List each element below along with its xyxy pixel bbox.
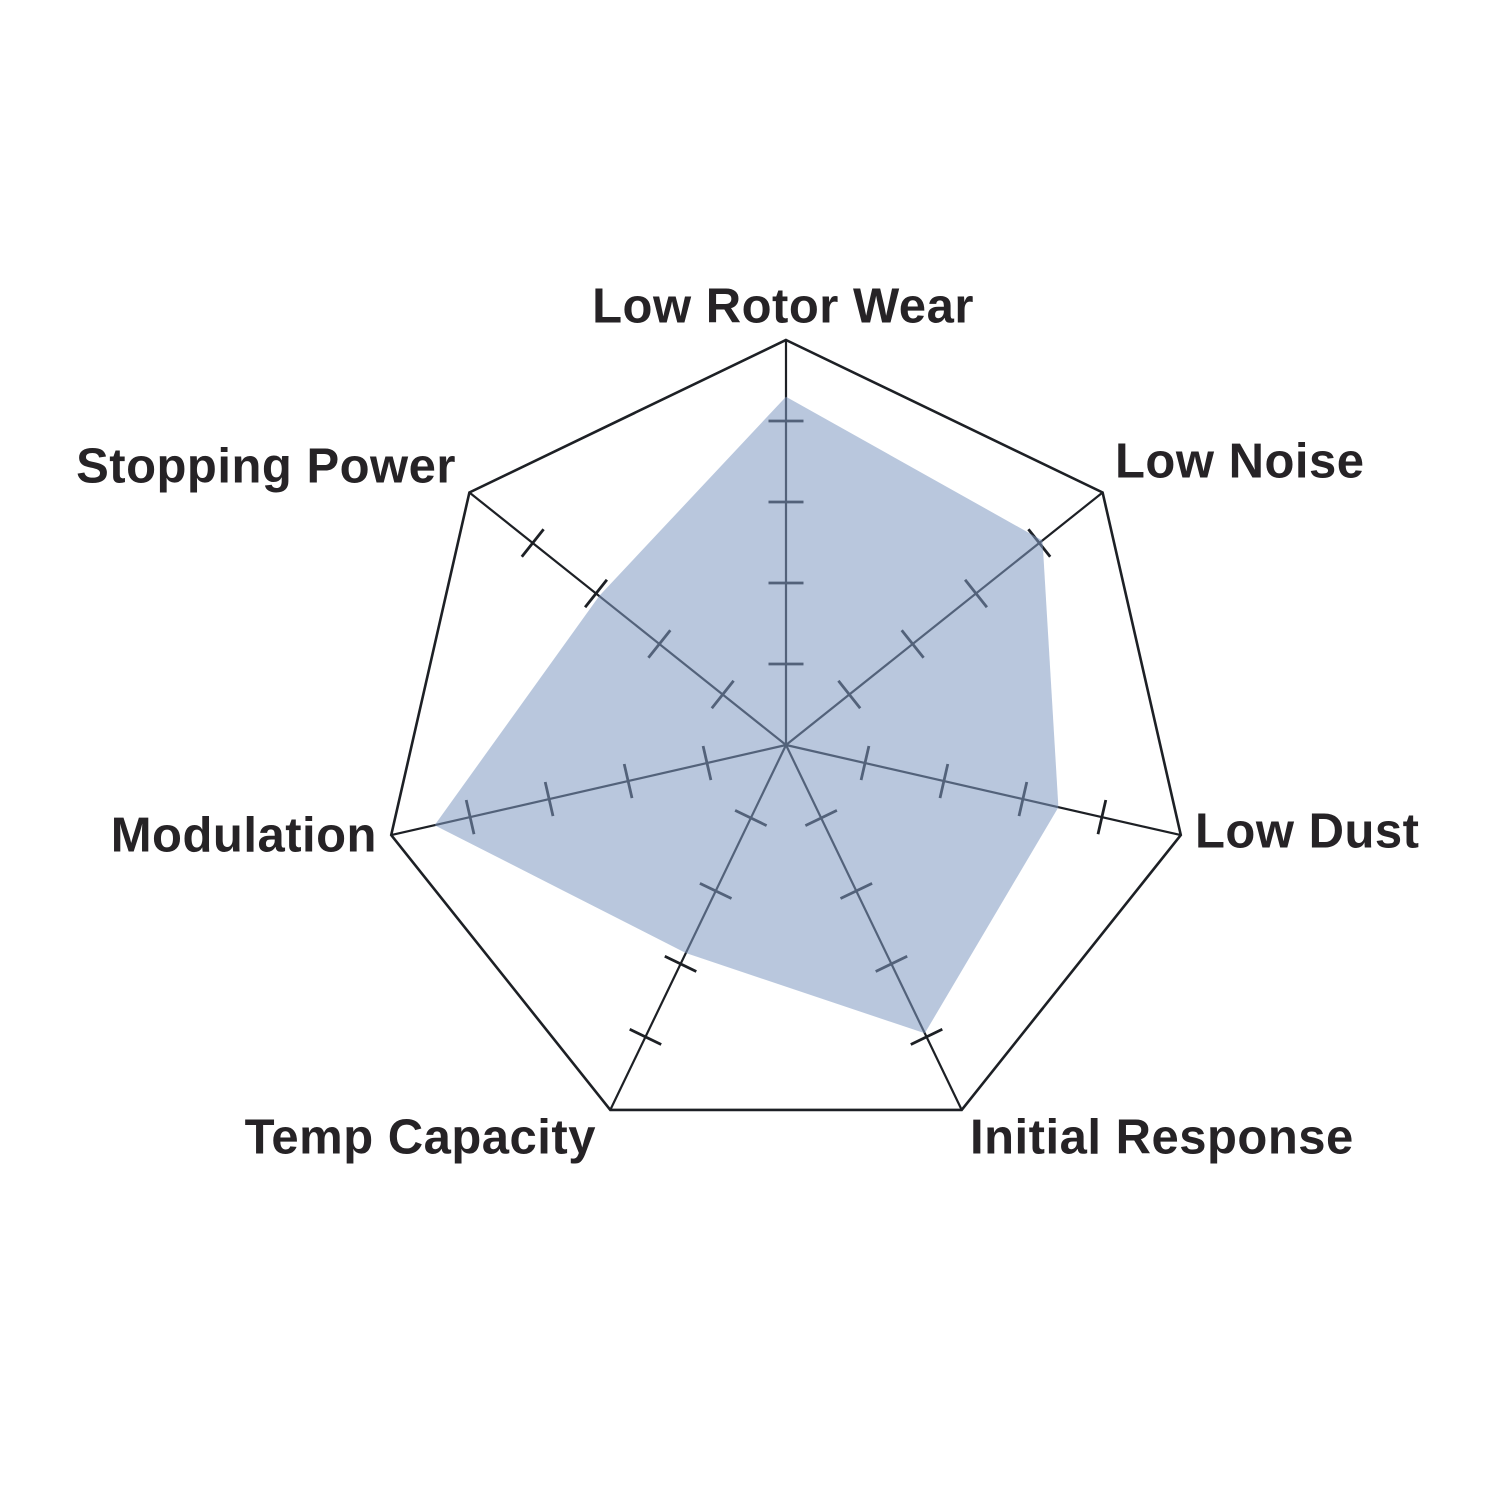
axis-label-temp-capacity: Temp Capacity: [244, 1110, 596, 1165]
radar-outer-ring: [389, 338, 1183, 1112]
axis-tick: [629, 1028, 662, 1046]
axis-tick: [584, 578, 608, 609]
axis-tick: [910, 1028, 943, 1046]
axis-label-stopping-power: Stopping Power: [76, 439, 456, 494]
axis-label-low-dust: Low Dust: [1195, 804, 1420, 859]
axis-label-initial-response: Initial Response: [970, 1110, 1354, 1165]
axis-tick: [1096, 799, 1108, 835]
axis-label-modulation: Modulation: [110, 808, 377, 863]
axis-tick: [664, 955, 697, 973]
axis-label-low-noise: Low Noise: [1115, 434, 1365, 489]
axis-tick: [520, 528, 545, 558]
axis-label-low-rotor-wear: Low Rotor Wear: [592, 279, 974, 334]
data-polygon: [434, 396, 1059, 1034]
